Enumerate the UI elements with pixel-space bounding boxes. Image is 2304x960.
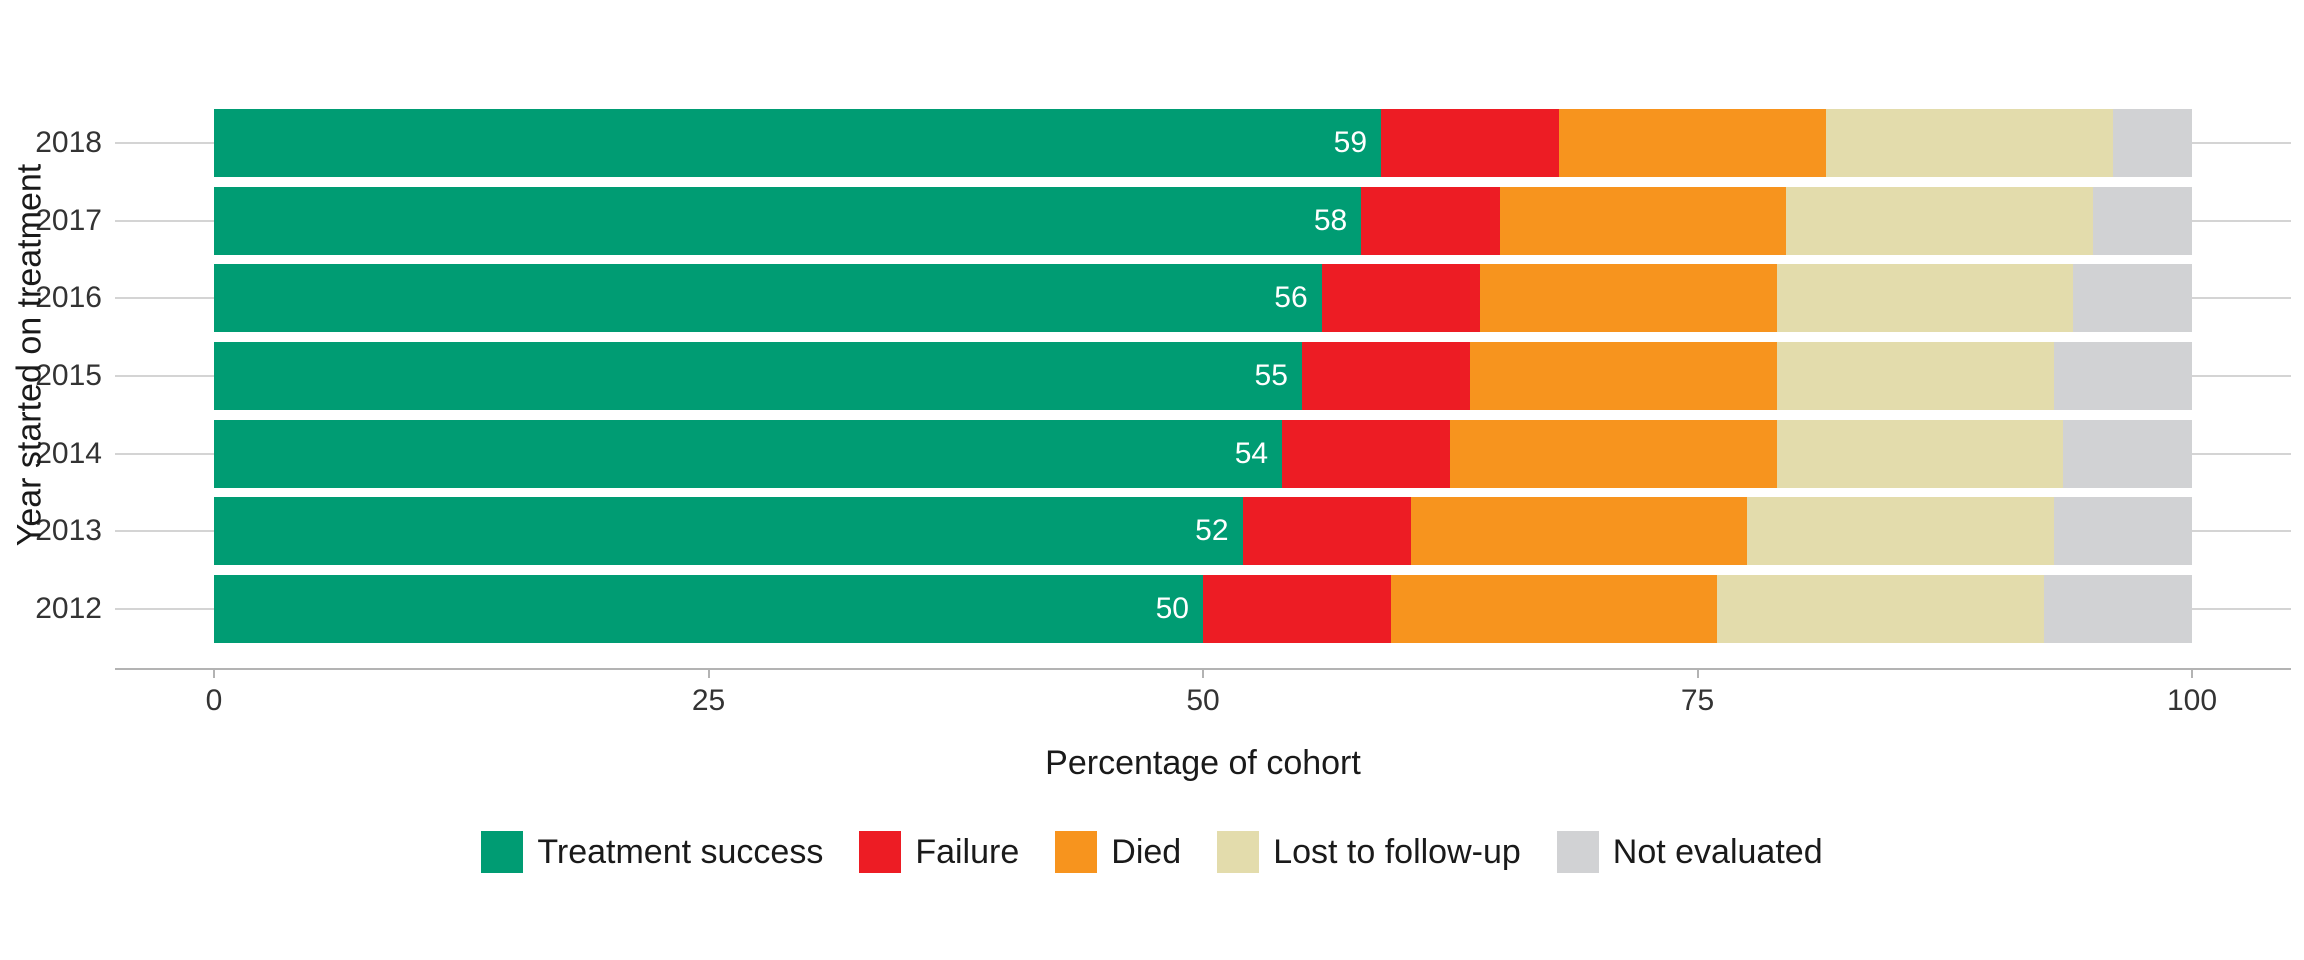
bar-segment: 56 bbox=[214, 264, 1322, 333]
bar-segment bbox=[1361, 186, 1500, 255]
y-tick-label: 2015 bbox=[35, 359, 102, 392]
bar-segment bbox=[1776, 264, 2074, 333]
x-axis-title: Percentage of cohort bbox=[1045, 744, 1361, 782]
bar-value-label: 50 bbox=[1155, 592, 1189, 626]
y-tick-label: 2016 bbox=[35, 281, 102, 315]
bar-segment: 59 bbox=[214, 108, 1382, 177]
legend-label: Died bbox=[1111, 832, 1182, 871]
bar-value-label: 58 bbox=[1313, 203, 1348, 237]
legend-label: Treatment success bbox=[537, 832, 824, 871]
legend-item: Not evaluated bbox=[1556, 831, 1823, 873]
bar-segment bbox=[1826, 108, 2113, 177]
bar-segment: 52 bbox=[214, 497, 1243, 566]
bar-value-label: 52 bbox=[1195, 514, 1229, 548]
legend-label: Failure bbox=[915, 832, 1020, 871]
bar-segment bbox=[1381, 108, 1560, 177]
bar-segment bbox=[2053, 497, 2192, 566]
x-tick-label: 50 bbox=[1186, 684, 1220, 717]
x-tick-label: 25 bbox=[691, 684, 726, 717]
bar-row-2017: 58 bbox=[214, 186, 2192, 255]
bar-segment bbox=[2073, 264, 2192, 333]
bar-row-2013: 52 bbox=[214, 497, 2192, 566]
bar-segment bbox=[1776, 342, 2054, 410]
x-tick-mark bbox=[1202, 669, 1204, 678]
bar-segment bbox=[1410, 497, 1747, 566]
bar-segment bbox=[1559, 108, 1827, 177]
bar-segment bbox=[1203, 575, 1391, 644]
bar-segment: 54 bbox=[214, 419, 1283, 488]
y-tick-label: 2017 bbox=[35, 203, 102, 237]
bar-segment bbox=[1479, 264, 1777, 333]
bar-segment bbox=[2093, 186, 2192, 255]
bar-value-label: 59 bbox=[1333, 125, 1368, 159]
bar-row-2016: 56 bbox=[214, 264, 2192, 333]
x-tick-label: 75 bbox=[1680, 684, 1715, 717]
x-tick-label: 100 bbox=[2166, 684, 2218, 717]
bar-value-label: 56 bbox=[1274, 281, 1308, 315]
bar-segment bbox=[2112, 108, 2192, 177]
legend-swatch bbox=[859, 831, 902, 873]
bar-value-label: 54 bbox=[1234, 436, 1269, 470]
bar-row-2018: 59 bbox=[214, 108, 2192, 177]
bar-segment bbox=[1746, 497, 2054, 566]
bar-segment bbox=[1301, 342, 1471, 410]
bar-segment bbox=[1450, 419, 1777, 488]
bar-segment bbox=[1242, 497, 1411, 566]
bar-segment: 58 bbox=[214, 186, 1362, 255]
bar-segment bbox=[2063, 419, 2192, 488]
x-tick-mark bbox=[1696, 669, 1699, 678]
bar-segment bbox=[1470, 342, 1777, 410]
bar-row-2012: 50 bbox=[214, 575, 2192, 644]
x-tick-mark bbox=[213, 669, 215, 678]
bar-segment: 50 bbox=[214, 575, 1203, 644]
x-tick-mark bbox=[2191, 669, 2193, 678]
bar-segment bbox=[1717, 575, 2044, 644]
legend-swatch bbox=[1217, 831, 1260, 873]
bar-segment bbox=[2043, 575, 2192, 644]
bar-row-2014: 54 bbox=[214, 419, 2192, 488]
bar-segment bbox=[1390, 575, 1718, 644]
bar-segment bbox=[1321, 264, 1480, 333]
x-tick-mark bbox=[707, 669, 710, 678]
legend-item: Lost to follow-up bbox=[1217, 831, 1521, 873]
bar-segment bbox=[1499, 186, 1787, 255]
legend-item: Treatment success bbox=[481, 831, 823, 873]
bar-segment bbox=[1776, 419, 2064, 488]
legend-swatch bbox=[481, 831, 524, 873]
legend-swatch bbox=[1055, 831, 1098, 873]
y-tick-label: 2014 bbox=[35, 436, 102, 470]
bar-segment bbox=[1282, 419, 1451, 488]
bar-segment bbox=[2053, 342, 2192, 410]
bar-row-2015: 55 bbox=[214, 342, 2192, 410]
bar-segment bbox=[1786, 186, 2094, 255]
legend-label: Lost to follow-up bbox=[1273, 832, 1521, 871]
bar-segment: 55 bbox=[214, 342, 1302, 410]
bar-value-label: 55 bbox=[1254, 359, 1288, 392]
legend-item: Died bbox=[1055, 831, 1181, 873]
y-tick-label: 2018 bbox=[35, 125, 102, 159]
legend: Treatment success Failure Died Lost to foll… bbox=[0, 828, 2304, 876]
x-tick-label: 0 bbox=[205, 684, 223, 717]
y-axis-title: Year started on treatment bbox=[10, 163, 49, 547]
legend-label: Not evaluated bbox=[1612, 832, 1823, 871]
legend-item: Failure bbox=[859, 831, 1019, 873]
legend-swatch bbox=[1556, 831, 1599, 873]
y-tick-label: 2012 bbox=[35, 592, 102, 626]
y-tick-label: 2013 bbox=[35, 514, 102, 548]
